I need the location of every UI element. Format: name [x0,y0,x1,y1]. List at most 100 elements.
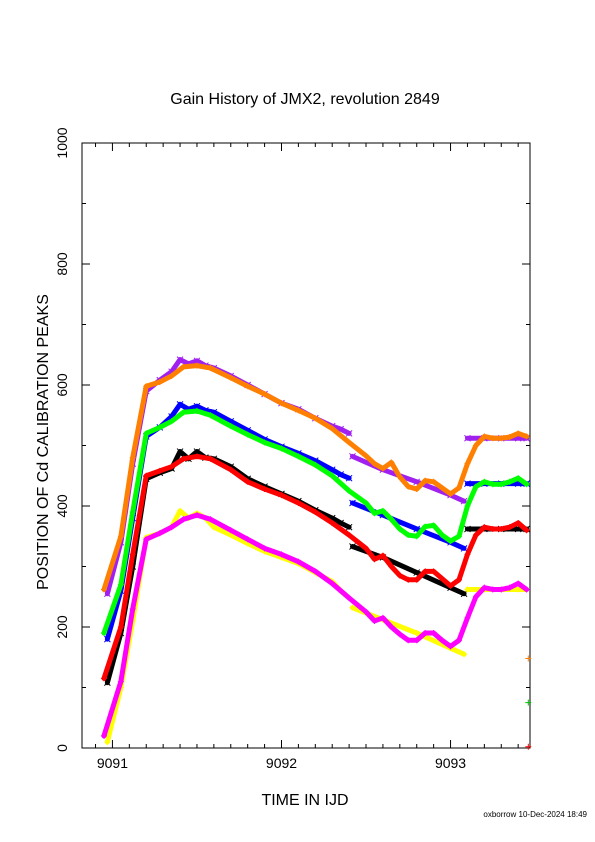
data-point [129,454,136,461]
data-point [379,507,386,514]
data-point [345,430,353,437]
data-point [104,590,111,598]
data-point [129,509,136,516]
data-point [312,509,319,516]
data-point [156,378,163,385]
data-point [261,486,268,493]
data-point [371,617,378,624]
data-point [244,431,251,438]
data-point [464,525,471,533]
data-point [489,435,496,442]
data-point [439,484,446,491]
data-point [523,586,530,593]
data-point [506,584,513,591]
data-point [100,675,107,682]
data-point [525,699,532,706]
data-point [472,442,479,449]
data-point [104,679,111,687]
data-point [525,743,532,750]
data-point [295,453,302,460]
data-point [498,525,505,532]
data-point [143,383,150,390]
data-point [176,448,184,455]
data-point [312,568,319,575]
data-point [337,471,345,478]
data-point [193,408,200,415]
data-point [489,525,496,532]
data-point [379,465,386,472]
data-point [460,544,468,552]
data-point [278,551,285,558]
data-point [515,519,522,526]
data-point [379,614,386,621]
data-point [413,486,420,493]
data-point [498,435,505,442]
data-point [100,732,107,739]
data-point [405,637,412,644]
data-point [396,572,403,579]
data-point [156,424,163,431]
data-point [100,586,107,593]
data-point [422,523,429,530]
plot-area: 0 200 400 600 800 1000 9091 9092 9093 [54,127,532,771]
data-point [117,624,124,630]
data-point [278,492,285,499]
data-point [193,512,200,519]
data-point [396,631,403,638]
data-point [430,478,437,485]
data-point [349,604,356,611]
data-point [455,533,462,540]
data-point [464,460,471,467]
data-point [168,524,175,531]
data-point [117,581,124,588]
data-point [278,400,285,407]
series-line-13 [101,408,530,636]
data-point [388,563,395,570]
data-point [180,516,187,523]
data-point [460,590,468,598]
data-point [455,637,462,644]
data-point [430,522,437,529]
data-point [413,576,420,583]
data-point [430,630,437,637]
data-point [346,594,353,601]
data-point [515,430,522,437]
data-point [227,374,234,381]
data-point [227,423,234,430]
data-point [439,637,446,644]
data-point [371,460,378,467]
data-point [388,516,395,523]
data-point [413,533,420,540]
data-point [396,473,403,480]
x-tick-label: 9093 [435,755,466,771]
data-point [227,527,234,534]
y-tick-label: 200 [54,615,70,639]
data-point [193,362,200,369]
data-point [371,510,378,517]
data-point [176,356,184,363]
data-point [180,409,187,416]
data-point [506,478,513,485]
data-point [104,738,111,745]
data-point [422,568,429,575]
data-point [379,552,386,559]
data-point [156,530,163,537]
data-point [498,481,505,488]
data-point [295,558,302,565]
data-point [447,643,454,650]
data-point [422,477,429,484]
data-point [329,580,336,587]
data-point [193,448,201,455]
y-tick-label: 600 [54,373,70,397]
data-point [481,524,488,531]
data-point [422,630,429,637]
data-point [464,434,471,442]
data-point [346,439,353,446]
data-point [464,551,471,558]
data-point [489,586,496,593]
data-point [447,582,454,589]
data-point [515,475,522,482]
data-point [207,516,214,523]
data-point [461,651,468,658]
y-axis-label: POSITION OF Cd CALIBRATION PEAKS [35,294,52,590]
